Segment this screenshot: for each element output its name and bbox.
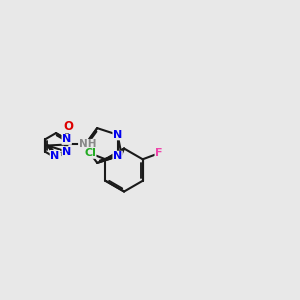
Text: F: F xyxy=(155,148,163,158)
Text: Cl: Cl xyxy=(84,148,96,158)
Text: N: N xyxy=(113,151,122,161)
Text: N: N xyxy=(113,130,122,140)
Text: O: O xyxy=(63,120,73,133)
Text: N: N xyxy=(50,151,59,160)
Text: NH: NH xyxy=(79,140,96,149)
Text: N: N xyxy=(62,134,71,144)
Text: N: N xyxy=(51,153,61,163)
Text: N: N xyxy=(62,147,71,157)
